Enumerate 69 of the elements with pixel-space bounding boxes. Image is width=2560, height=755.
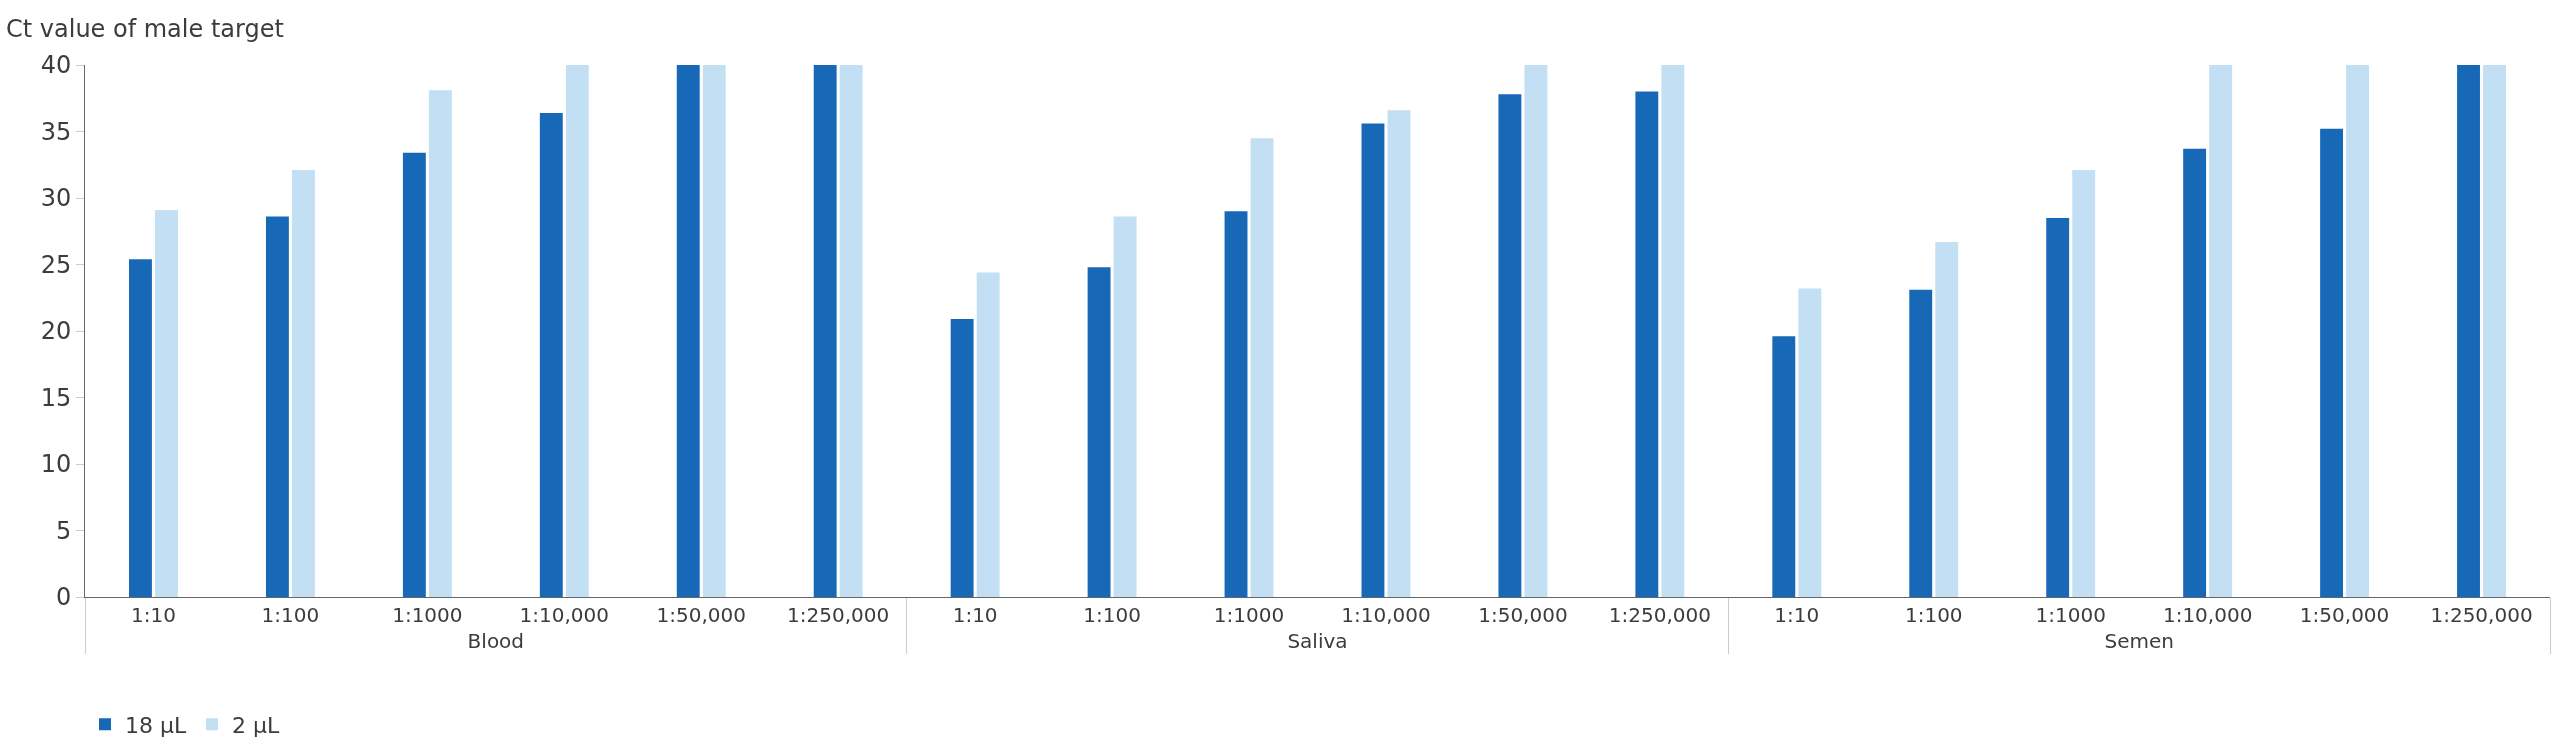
bar	[1935, 241, 1959, 597]
y-tick-label: 35	[40, 117, 72, 146]
x-tick-label: 1:10,000	[519, 603, 610, 627]
bar	[813, 65, 837, 597]
bar	[565, 65, 589, 597]
x-tick-label: 1:10	[952, 603, 998, 627]
x-tick-label: 1:50,000	[656, 603, 746, 627]
bar	[265, 216, 289, 597]
bar	[1798, 288, 1822, 597]
bar	[1113, 216, 1137, 597]
bar	[676, 65, 700, 597]
bar	[2320, 128, 2344, 597]
y-tick-label: 5	[55, 516, 72, 545]
bar	[1661, 65, 1685, 597]
x-tick-label: 1:10	[1774, 603, 1820, 627]
y-tick-label: 40	[40, 51, 72, 80]
bar	[2183, 148, 2207, 597]
bar	[155, 209, 178, 597]
bar	[2072, 170, 2096, 597]
x-tick-label: 1:10	[131, 603, 176, 627]
y-axis-title: Ct value of male target	[6, 15, 284, 43]
bar	[129, 259, 152, 597]
y-tick-label: 30	[40, 184, 72, 213]
x-tick-label: 1:1000	[2035, 603, 2106, 627]
bar	[2483, 65, 2506, 597]
x-tick-label: 1:250,000	[787, 603, 890, 627]
legend-label: 2 µL	[231, 712, 280, 738]
bar	[839, 65, 863, 597]
bar	[539, 112, 563, 597]
x-tick-label: 1:250,000	[1608, 603, 1711, 627]
bar	[1387, 110, 1411, 597]
bar	[2457, 65, 2480, 597]
bar	[402, 152, 426, 597]
x-tick-label: 1:50,000	[2299, 603, 2390, 627]
x-tick-label: 1:100	[1904, 603, 1963, 627]
bar	[1498, 94, 1522, 597]
bar	[1087, 267, 1111, 597]
x-tick-label: 1:100	[1083, 603, 1141, 627]
bar	[950, 319, 974, 597]
y-tick-label: 20	[40, 317, 72, 346]
text: Semen	[2104, 629, 2174, 653]
x-tick-label: 1:10,000	[1341, 603, 1431, 627]
y-tick-label: 10	[40, 450, 72, 479]
bar	[291, 170, 315, 597]
bar	[1224, 211, 1248, 597]
y-tick-label: 15	[40, 383, 72, 412]
bar	[428, 90, 452, 597]
bar	[2209, 65, 2233, 597]
bar	[1361, 123, 1385, 597]
bar	[1635, 91, 1659, 597]
bar	[1909, 289, 1933, 597]
text: Blood	[467, 629, 525, 653]
x-tick-label: 1:1000	[392, 603, 463, 627]
y-tick-label: 0	[55, 583, 72, 612]
bar	[1772, 336, 1796, 597]
bar	[1250, 138, 1274, 597]
bar	[2046, 217, 2070, 597]
bar	[702, 65, 726, 597]
x-tick-label: 1:10,000	[2162, 603, 2253, 627]
x-tick-label: 1:1000	[1213, 603, 1285, 627]
bar	[976, 272, 1000, 597]
x-tick-label: 1:50,000	[1478, 603, 1568, 627]
x-tick-label: 1:100	[261, 603, 320, 627]
text: Saliva	[1287, 629, 1348, 653]
bar	[2346, 65, 2370, 597]
bar	[1524, 65, 1548, 597]
legend-label: 18 µL	[125, 712, 187, 738]
y-tick-label: 25	[40, 250, 72, 279]
x-tick-label: 1:250,000	[2430, 603, 2533, 627]
